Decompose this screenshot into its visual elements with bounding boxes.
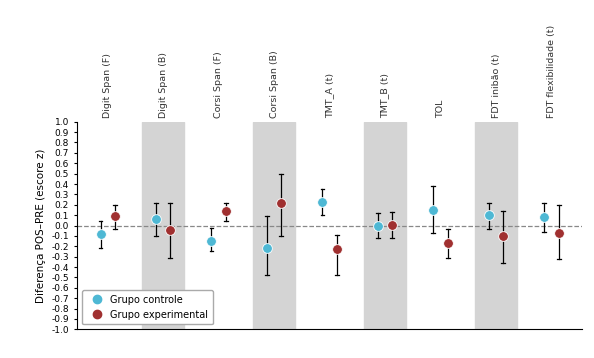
Bar [254,122,295,329]
Text: TMT_B (t): TMT_B (t) [381,73,390,118]
Legend: Grupo controle, Grupo experimental: Grupo controle, Grupo experimental [82,290,213,324]
Bar [364,122,406,329]
Bar [143,122,184,329]
Text: FDT flexibilidade (t): FDT flexibilidade (t) [547,25,556,118]
Y-axis label: Diferença POS–PRE (escore z): Diferença POS–PRE (escore z) [36,148,46,303]
Text: TOL: TOL [436,100,445,118]
Text: Corsi Span (F): Corsi Span (F) [214,52,223,118]
Text: Digit Span (B): Digit Span (B) [159,52,168,118]
Text: Corsi Span (B): Corsi Span (B) [270,50,279,118]
Text: FDT inibão (t): FDT inibão (t) [492,54,501,118]
Bar [475,122,517,329]
Text: TMT_A (t): TMT_A (t) [325,73,334,118]
Text: Digit Span (F): Digit Span (F) [103,53,112,118]
